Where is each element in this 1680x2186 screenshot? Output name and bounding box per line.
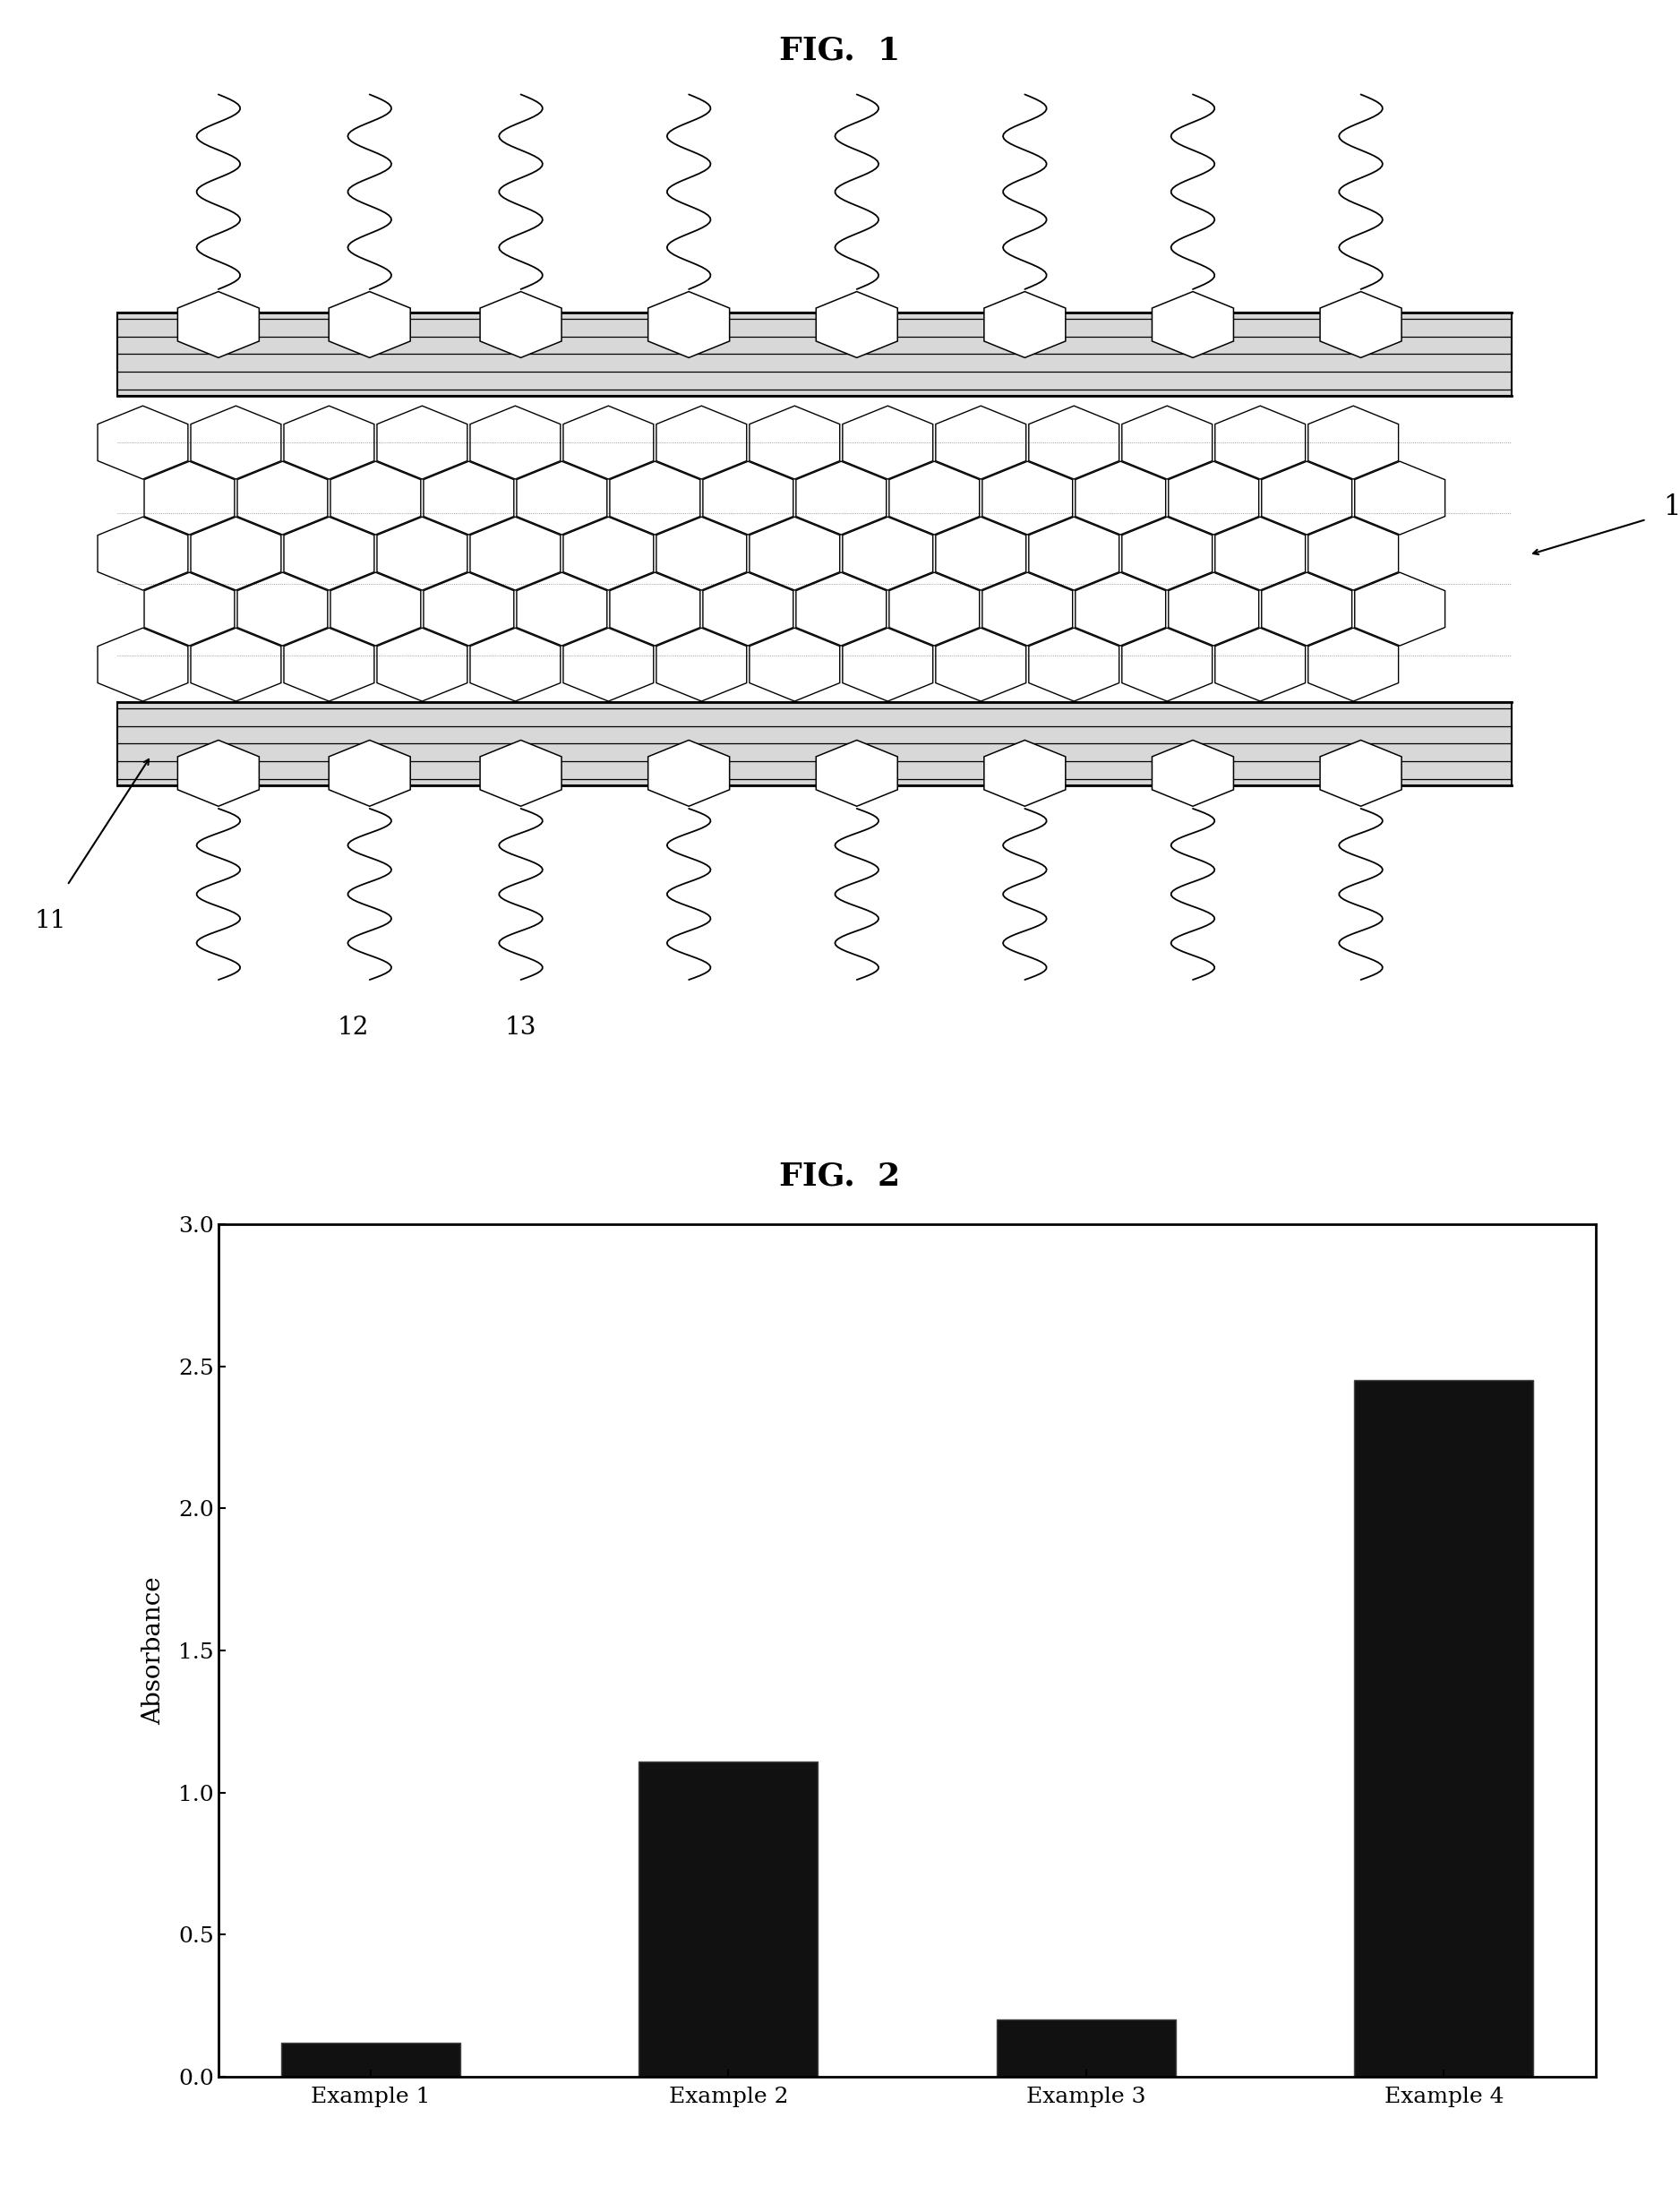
Bar <box>996 2020 1176 2077</box>
Polygon shape <box>1320 291 1401 359</box>
Text: 11: 11 <box>35 909 66 933</box>
Polygon shape <box>816 741 897 807</box>
Bar <box>638 1762 818 2077</box>
Polygon shape <box>1169 573 1258 645</box>
Polygon shape <box>936 407 1026 479</box>
Polygon shape <box>843 407 932 479</box>
Polygon shape <box>889 461 979 536</box>
Polygon shape <box>1075 461 1166 536</box>
Polygon shape <box>796 573 887 645</box>
Polygon shape <box>563 407 654 479</box>
Polygon shape <box>470 407 561 479</box>
Polygon shape <box>1215 516 1305 590</box>
Polygon shape <box>144 461 235 536</box>
Polygon shape <box>1152 291 1233 359</box>
Polygon shape <box>749 407 840 479</box>
Text: FIG.  2: FIG. 2 <box>780 1161 900 1191</box>
Bar <box>281 2042 460 2077</box>
Polygon shape <box>1028 516 1119 590</box>
Polygon shape <box>749 627 840 702</box>
Polygon shape <box>1354 573 1445 645</box>
Polygon shape <box>610 573 701 645</box>
Polygon shape <box>657 516 746 590</box>
Polygon shape <box>480 741 561 807</box>
Polygon shape <box>657 407 746 479</box>
Text: 1: 1 <box>1663 494 1680 522</box>
Polygon shape <box>284 627 375 702</box>
Text: 12: 12 <box>338 1014 368 1038</box>
Polygon shape <box>97 627 188 702</box>
Bar <box>1354 1382 1534 2077</box>
Polygon shape <box>331 573 420 645</box>
Polygon shape <box>1075 573 1166 645</box>
Polygon shape <box>1262 461 1352 536</box>
Y-axis label: Absorbance: Absorbance <box>141 1576 166 1725</box>
Polygon shape <box>192 516 281 590</box>
Polygon shape <box>1169 461 1258 536</box>
Polygon shape <box>1028 627 1119 702</box>
Polygon shape <box>983 573 1072 645</box>
Polygon shape <box>889 573 979 645</box>
Polygon shape <box>97 516 188 590</box>
Polygon shape <box>1354 461 1445 536</box>
Polygon shape <box>329 291 410 359</box>
Polygon shape <box>1309 627 1398 702</box>
Text: 13: 13 <box>506 1014 536 1038</box>
Polygon shape <box>749 516 840 590</box>
Polygon shape <box>936 627 1026 702</box>
Polygon shape <box>1309 407 1398 479</box>
Text: FIG.  1: FIG. 1 <box>780 35 900 66</box>
Polygon shape <box>284 407 375 479</box>
Polygon shape <box>517 461 606 536</box>
Polygon shape <box>178 741 259 807</box>
Polygon shape <box>702 461 793 536</box>
Polygon shape <box>843 516 932 590</box>
Polygon shape <box>984 291 1065 359</box>
Polygon shape <box>657 627 746 702</box>
Polygon shape <box>192 407 281 479</box>
Polygon shape <box>376 407 467 479</box>
Polygon shape <box>1028 407 1119 479</box>
Polygon shape <box>423 461 514 536</box>
Polygon shape <box>331 461 420 536</box>
Polygon shape <box>648 741 729 807</box>
Polygon shape <box>1215 627 1305 702</box>
Polygon shape <box>936 516 1026 590</box>
Polygon shape <box>144 573 235 645</box>
Polygon shape <box>1122 627 1213 702</box>
Polygon shape <box>1122 516 1213 590</box>
Polygon shape <box>376 516 467 590</box>
Polygon shape <box>517 573 606 645</box>
Polygon shape <box>284 516 375 590</box>
Polygon shape <box>1215 407 1305 479</box>
Polygon shape <box>237 573 328 645</box>
Polygon shape <box>1309 516 1398 590</box>
Polygon shape <box>329 741 410 807</box>
Polygon shape <box>1320 741 1401 807</box>
Bar <box>118 313 1512 396</box>
Polygon shape <box>1262 573 1352 645</box>
Polygon shape <box>816 291 897 359</box>
Polygon shape <box>1152 741 1233 807</box>
Polygon shape <box>796 461 887 536</box>
Polygon shape <box>376 627 467 702</box>
Polygon shape <box>192 627 281 702</box>
Polygon shape <box>984 741 1065 807</box>
Polygon shape <box>470 516 561 590</box>
Bar <box>118 702 1512 785</box>
Polygon shape <box>610 461 701 536</box>
Polygon shape <box>702 573 793 645</box>
Polygon shape <box>97 407 188 479</box>
Polygon shape <box>648 291 729 359</box>
Polygon shape <box>480 291 561 359</box>
Polygon shape <box>470 627 561 702</box>
Polygon shape <box>563 516 654 590</box>
Polygon shape <box>237 461 328 536</box>
Polygon shape <box>423 573 514 645</box>
Polygon shape <box>983 461 1072 536</box>
Polygon shape <box>843 627 932 702</box>
Polygon shape <box>178 291 259 359</box>
Polygon shape <box>563 627 654 702</box>
Polygon shape <box>1122 407 1213 479</box>
